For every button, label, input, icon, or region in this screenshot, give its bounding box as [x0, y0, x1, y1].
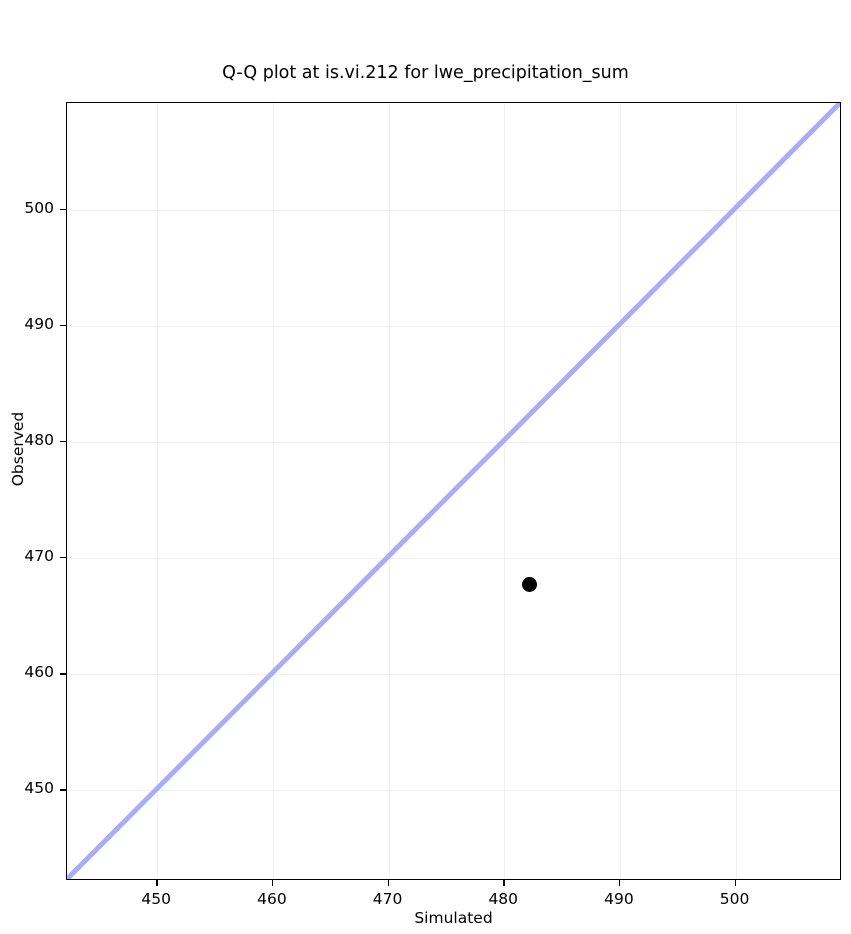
data-point: [522, 577, 538, 593]
y-tick-mark: [60, 673, 66, 675]
x-tick-mark: [503, 880, 505, 886]
identity-line: [67, 103, 840, 879]
y-tick-mark: [60, 441, 66, 443]
y-tick-mark: [60, 557, 66, 559]
x-tick-mark: [387, 880, 389, 886]
x-tick-label: 480: [488, 890, 519, 908]
x-tick-mark: [271, 880, 274, 886]
chart-title-line-1: Q-Q plot at is.vi.212 for lwe_precipitat…: [222, 63, 629, 83]
gridline-horizontal: [67, 558, 840, 560]
y-tick-label: 490: [24, 314, 54, 333]
x-tick-label: 500: [719, 890, 750, 908]
gridline-vertical: [157, 103, 159, 879]
x-tick-mark: [734, 880, 736, 886]
x-tick-mark: [156, 880, 158, 886]
y-tick-mark: [60, 789, 66, 791]
gridline-horizontal: [67, 325, 840, 327]
x-tick-label: 450: [141, 890, 172, 908]
gridline-vertical: [272, 103, 274, 879]
x-tick-label: 460: [257, 890, 287, 908]
y-tick-label: 450: [24, 779, 54, 798]
y-tick-label: 460: [24, 663, 54, 682]
y-tick-label: 480: [24, 431, 54, 450]
y-tick-mark: [60, 324, 66, 327]
y-tick-label: 470: [24, 547, 54, 566]
y-tick-label: 500: [24, 198, 54, 217]
gridline-horizontal: [67, 674, 840, 676]
y-axis-label: Observed: [9, 411, 27, 487]
x-tick-mark: [618, 880, 621, 886]
x-tick-label: 490: [604, 890, 634, 908]
gridline-vertical: [619, 103, 621, 879]
gridline-vertical: [388, 103, 390, 879]
gridline-horizontal: [67, 790, 840, 792]
x-tick-label: 470: [372, 890, 403, 908]
gridline-horizontal: [67, 442, 840, 444]
gridline-horizontal: [67, 209, 840, 211]
gridline-vertical: [504, 103, 506, 879]
plot-area: [66, 102, 841, 880]
x-axis-label: Simulated: [414, 909, 493, 927]
gridline-vertical: [735, 103, 737, 879]
y-tick-mark: [60, 208, 66, 211]
